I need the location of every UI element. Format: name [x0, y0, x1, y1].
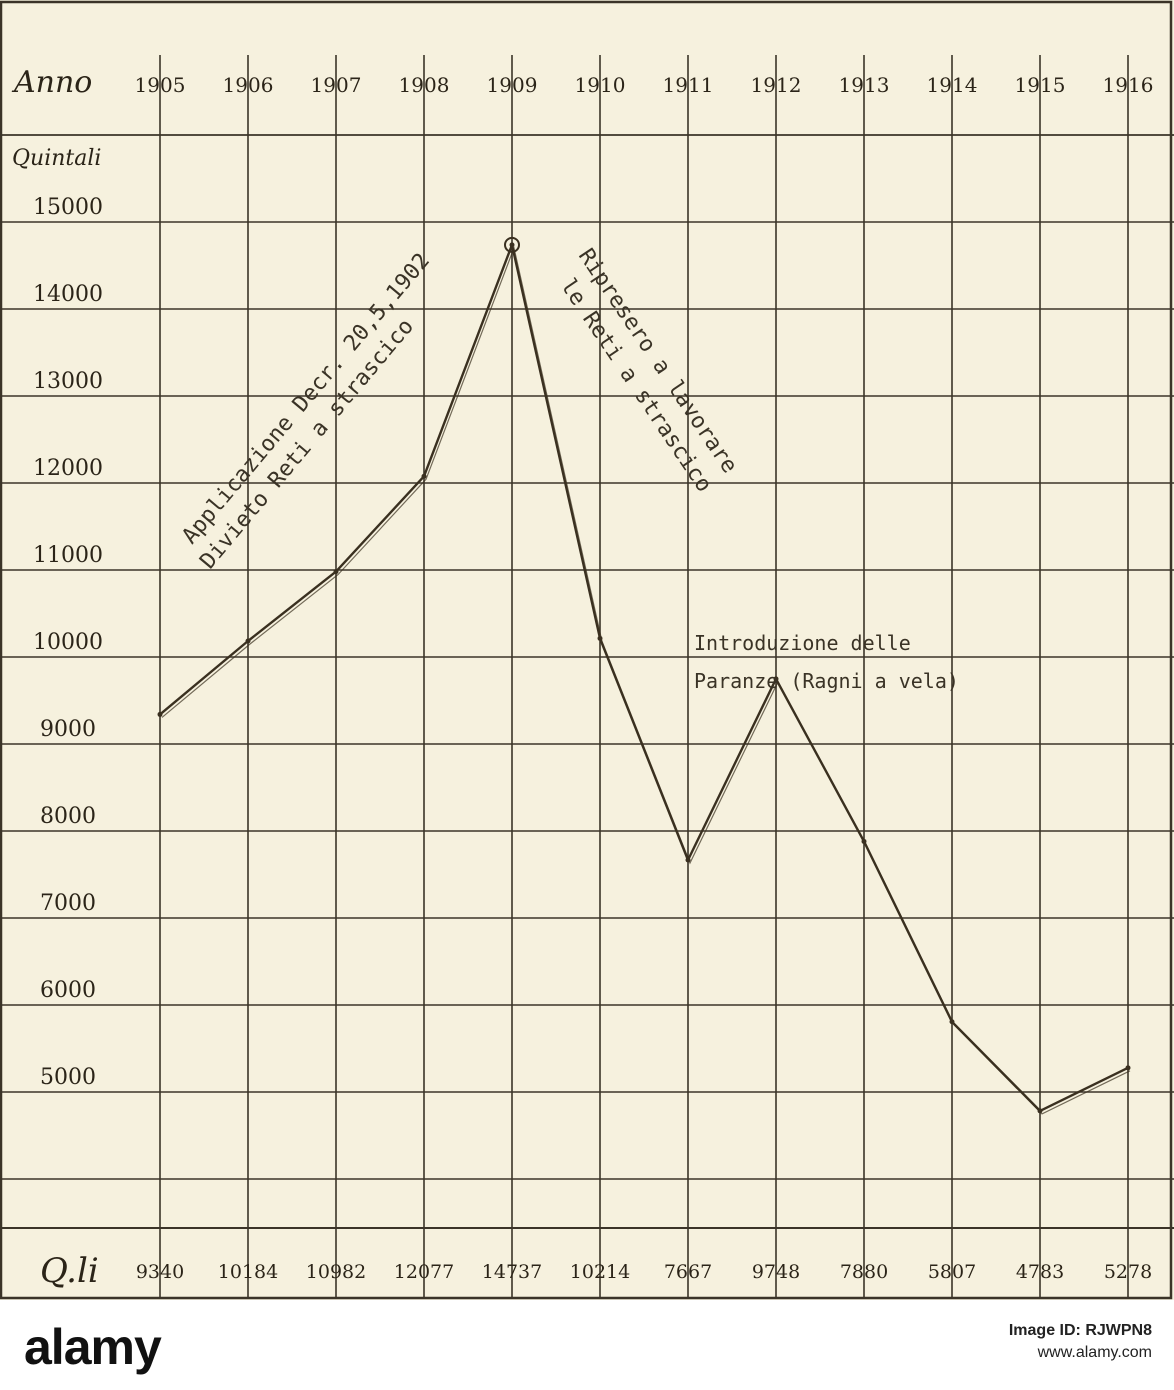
data-value-label: 10214	[570, 1261, 630, 1283]
data-value-label: 7880	[840, 1261, 888, 1283]
y-tick-label: 7000	[40, 891, 96, 916]
data-value-label: 9340	[136, 1261, 184, 1283]
x-tick-label: 1905	[135, 73, 186, 97]
annotation-divieto: Divieto Reti a strascico	[195, 314, 418, 574]
x-tick-label: 1914	[927, 73, 978, 97]
chart-frame	[0, 0, 1173, 1300]
y-tick-label: 5000	[40, 1065, 96, 1090]
data-point	[421, 473, 427, 479]
y-tick-label: 13000	[33, 369, 103, 394]
chart: Anno Quintali 1905 1906 1907 1908 1909 1910 1911…	[0, 0, 1174, 1300]
x-tick-label: 1916	[1103, 73, 1154, 97]
image-id: Image ID: RJWPN8	[1008, 1322, 1152, 1339]
data-point	[245, 638, 251, 644]
data-point	[597, 635, 603, 641]
data-point	[949, 1019, 955, 1025]
x-tick-label: 1910	[575, 73, 626, 97]
data-value-label: 7667	[664, 1261, 712, 1283]
data-point	[773, 676, 779, 682]
watermark-footer: alamy Image ID: RJWPN8 www.alamy.com	[0, 1300, 1174, 1390]
x-tick-label: 1912	[751, 73, 802, 97]
data-value-label: 10982	[306, 1261, 366, 1283]
data-value-label: 5807	[928, 1261, 976, 1283]
data-point	[157, 711, 163, 717]
x-tick-label: 1907	[311, 73, 362, 97]
data-point	[1125, 1065, 1131, 1071]
x-tick-label: 1909	[487, 73, 538, 97]
annotation-applicazione: Applicazione Decr. 20,5,1902	[177, 249, 435, 549]
y-tick-label: 6000	[40, 978, 96, 1003]
annotation-ripresero: Ripresero a lavorare	[573, 244, 742, 478]
footer-info: Image ID: RJWPN8 www.alamy.com	[1009, 1322, 1152, 1362]
data-point	[1037, 1108, 1043, 1114]
data-value-label: 9748	[752, 1261, 800, 1283]
y-tick-label: 15000	[33, 195, 103, 220]
data-value-label: 10184	[218, 1261, 278, 1283]
series-line	[159, 243, 1129, 1113]
x-axis-header: Anno	[11, 65, 92, 100]
data-point	[861, 838, 867, 844]
peak-marker	[504, 236, 520, 253]
x-tick-label: 1911	[663, 73, 714, 97]
series-line-shadow	[161, 245, 1131, 1115]
x-tick-label: 1906	[223, 73, 274, 97]
y-tick-label: 8000	[40, 804, 96, 829]
y-tick-label: 9000	[40, 717, 96, 742]
data-point	[685, 857, 691, 863]
x-tick-label: 1913	[839, 73, 890, 97]
bottom-unit-label: Q.li	[40, 1251, 99, 1291]
y-axis-header: Quintali	[12, 146, 101, 171]
data-point	[509, 242, 515, 248]
x-tick-label: 1908	[399, 73, 450, 97]
annotation-introduzione: Introduzione delle	[694, 631, 911, 655]
data-value-label: 4783	[1016, 1261, 1064, 1283]
y-tick-label: 11000	[33, 543, 103, 568]
chart-svg: Anno Quintali 1905 1906 1907 1908 1909 1910 1911…	[0, 0, 1174, 1300]
x-tick-label: 1915	[1015, 73, 1066, 97]
alamy-logo: alamy	[24, 1319, 162, 1375]
data-value-label: 5278	[1104, 1261, 1152, 1283]
y-tick-label: 10000	[33, 630, 103, 655]
data-value-label: 14737	[482, 1261, 542, 1283]
site-url: www.alamy.com	[1037, 1344, 1152, 1361]
annotation-paranze: Paranze (Ragni a vela)	[694, 669, 959, 693]
y-tick-label: 12000	[33, 456, 103, 481]
data-point	[333, 569, 339, 575]
data-value-label: 12077	[394, 1261, 454, 1283]
y-tick-label: 14000	[33, 282, 103, 307]
